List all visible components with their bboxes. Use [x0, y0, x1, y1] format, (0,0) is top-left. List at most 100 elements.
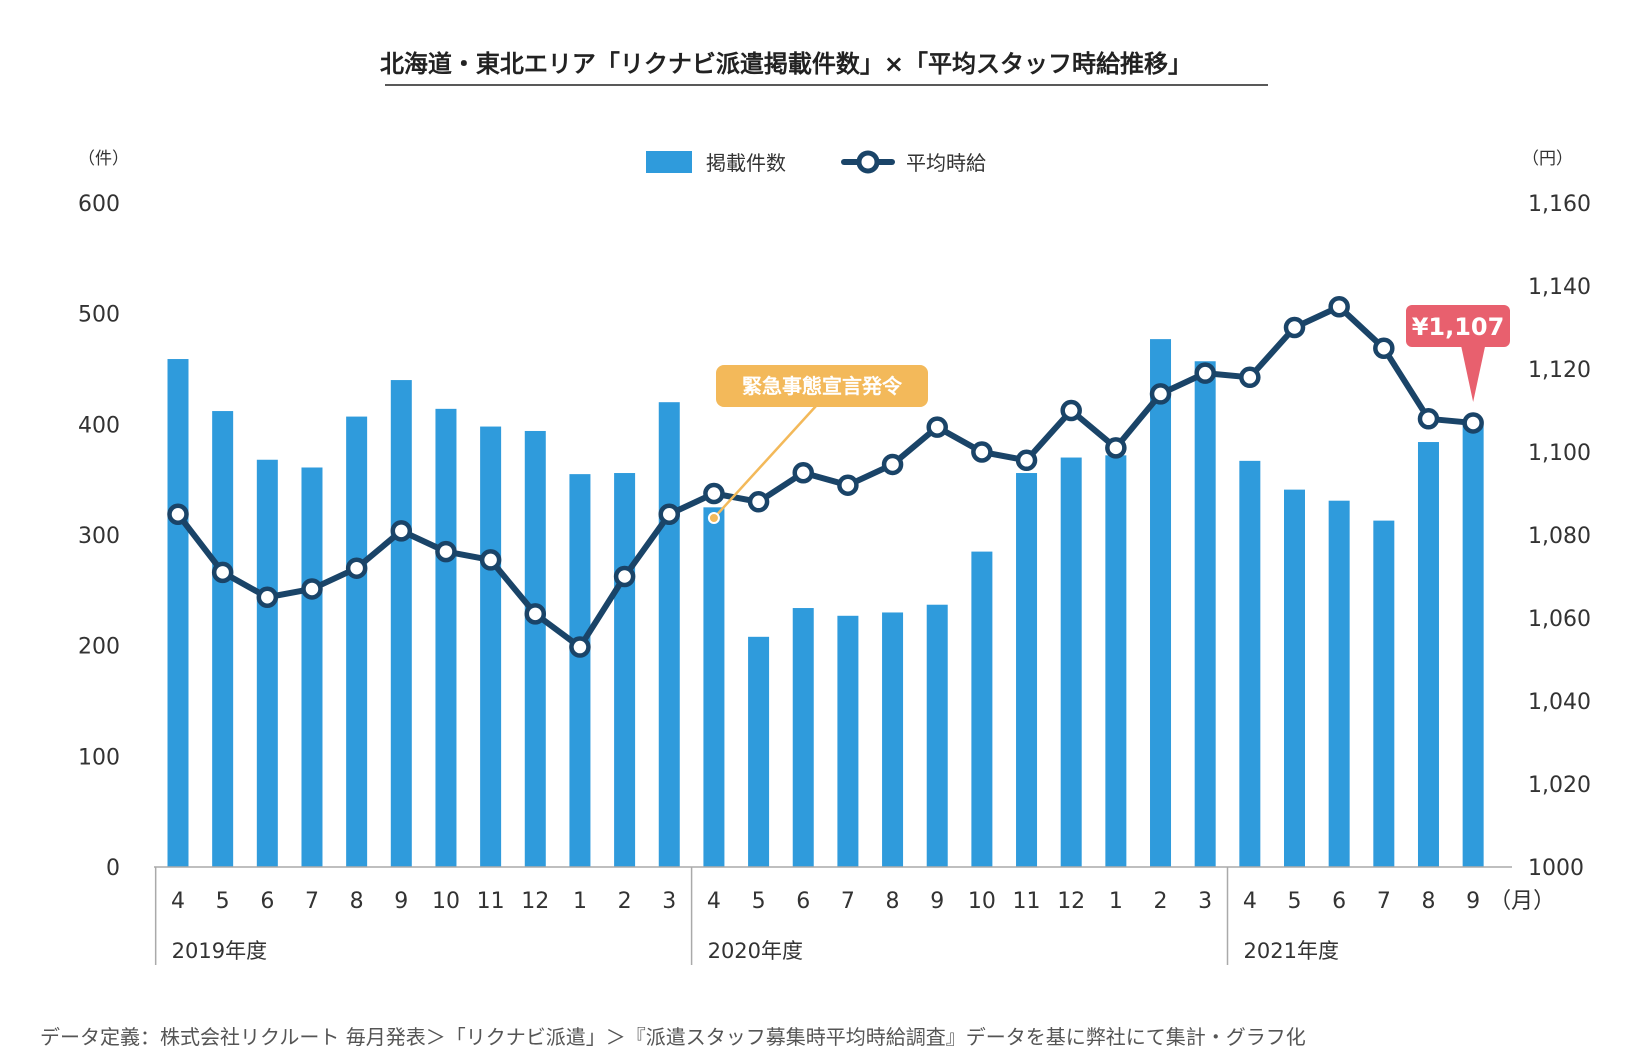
bar — [212, 411, 234, 867]
bar — [971, 551, 993, 867]
wage-point — [703, 482, 725, 505]
wage-point — [1283, 316, 1306, 339]
bar — [346, 416, 368, 867]
right-axis-unit: （円） — [1522, 149, 1573, 169]
legend: 掲載件数 平均時給 — [646, 150, 986, 175]
x-axis: 4 5 6 7 8 9 10 11 12 1 2 3 4 5 6 7 8 9 10 11 12 1 2 3 4 5 6 7 8 9 （月）2… — [154, 866, 1555, 965]
month-tick-label: 6 — [260, 889, 274, 914]
month-tick-label: 1 — [573, 889, 587, 914]
month-tick-label: 5 — [752, 889, 766, 914]
wage-point — [569, 636, 591, 658]
bar — [1105, 455, 1127, 867]
right-tick-label: 1,080 — [1528, 524, 1591, 549]
emergency-callout-box — [716, 365, 928, 407]
month-tick-label: 9 — [1466, 889, 1480, 914]
wage-point — [1015, 449, 1038, 472]
month-tick-label: 7 — [305, 889, 319, 914]
wage-point — [1194, 362, 1216, 384]
month-tick-label: 3 — [1198, 889, 1212, 914]
bar — [1239, 460, 1261, 867]
month-tick-label: 5 — [1288, 889, 1302, 914]
bar — [301, 467, 323, 867]
month-tick-label: 10 — [968, 889, 996, 914]
bar — [1194, 361, 1216, 867]
wage-point — [881, 453, 904, 476]
month-tick-label: 2 — [1154, 889, 1168, 914]
legend-bar-swatch — [646, 151, 692, 173]
wage-point — [1149, 383, 1172, 405]
wage-point — [167, 503, 189, 525]
month-tick-label: 4 — [1243, 889, 1257, 914]
wage-point — [1373, 337, 1395, 359]
bar — [256, 459, 278, 867]
month-tick-label: 10 — [432, 889, 460, 914]
bar — [569, 474, 591, 867]
bar — [167, 359, 189, 867]
bar — [1284, 489, 1305, 867]
right-tick-label: 1,140 — [1528, 275, 1591, 300]
bar — [748, 636, 770, 867]
bar — [1150, 339, 1172, 867]
bar — [658, 402, 680, 867]
line-series — [167, 296, 1484, 658]
month-tick-label: 2 — [618, 889, 632, 914]
wage-point — [1105, 437, 1127, 459]
bar — [435, 408, 457, 867]
month-tick-label: 7 — [1377, 889, 1391, 914]
year-label: 2019年度 — [172, 939, 267, 963]
month-tick-label: 9 — [394, 889, 408, 914]
wage-point — [435, 540, 457, 563]
year-label: 2020年度 — [708, 939, 803, 963]
left-tick-label: 200 — [78, 635, 120, 660]
latest-wage-callout-pointer — [1461, 346, 1486, 402]
bar — [390, 380, 412, 867]
right-tick-label: 1000 — [1528, 856, 1584, 881]
wage-point — [837, 474, 859, 496]
right-tick-label: 1,120 — [1528, 358, 1591, 383]
left-tick-label: 100 — [78, 745, 120, 770]
wage-point — [1328, 296, 1350, 318]
wage-point — [792, 462, 814, 484]
month-tick-label: 8 — [1421, 889, 1435, 914]
wage-point — [1462, 412, 1484, 434]
callout-leader-line — [712, 405, 817, 519]
bar — [524, 430, 546, 867]
legend-line-label: 平均時給 — [906, 151, 986, 175]
wage-point — [613, 565, 636, 588]
wage-point — [479, 549, 502, 571]
bar — [1016, 473, 1038, 867]
month-tick-label: 6 — [1332, 889, 1346, 914]
bar-series — [167, 339, 1484, 867]
annotations: 緊急事態宣言発令 ¥1,107 — [707, 305, 1510, 524]
month-tick-label: 12 — [1057, 889, 1085, 914]
latest-wage-callout-box — [1406, 305, 1510, 347]
month-tick-label: 1 — [1109, 889, 1123, 914]
right-tick-label: 1,060 — [1528, 607, 1591, 632]
bar — [1373, 520, 1395, 867]
legend-line-marker — [856, 150, 880, 174]
chart-title: 北海道・東北エリア「リクナビ派遣掲載件数」×「平均スタッフ時給推移」 — [380, 50, 1192, 78]
right-tick-label: 1,100 — [1528, 441, 1591, 466]
bar — [480, 426, 502, 867]
bar — [926, 604, 948, 867]
month-unit-label: （月） — [1489, 889, 1555, 914]
right-tick-label: 1,040 — [1528, 690, 1591, 715]
bar — [1328, 500, 1350, 867]
right-tick-label: 1,020 — [1528, 773, 1591, 798]
year-label: 2021年度 — [1244, 939, 1339, 963]
bar — [837, 615, 859, 867]
wage-point — [256, 586, 279, 608]
left-tick-label: 0 — [106, 856, 120, 881]
left-axis-unit: （件） — [78, 149, 129, 169]
bar — [792, 608, 814, 867]
month-tick-label: 12 — [521, 889, 549, 914]
legend-bar-label: 掲載件数 — [706, 151, 786, 175]
left-axis-ticks: 0 100 200 300 400 500 600 — [78, 192, 120, 881]
month-tick-label: 7 — [841, 889, 855, 914]
month-tick-label: 11 — [477, 889, 505, 914]
month-tick-label: 4 — [707, 889, 721, 914]
wage-point — [390, 520, 413, 542]
wage-line — [175, 303, 1477, 651]
month-tick-label: 5 — [216, 889, 230, 914]
